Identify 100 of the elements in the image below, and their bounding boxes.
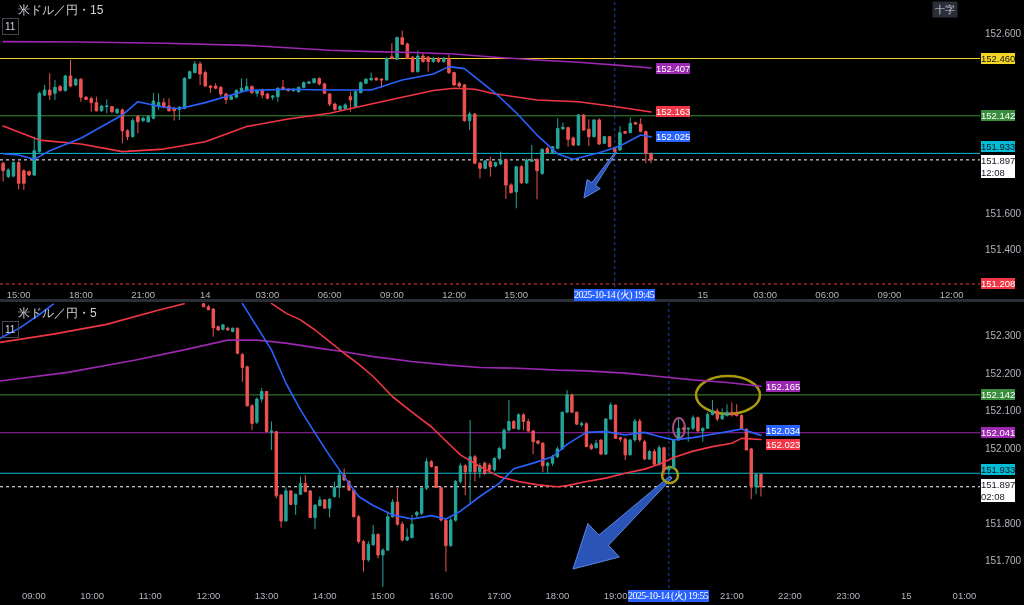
candlestick <box>269 421 274 451</box>
x-tick-label: 14:00 <box>312 589 337 601</box>
candlestick <box>390 42 394 60</box>
candlestick <box>579 421 584 428</box>
candlestick <box>1 161 5 183</box>
candlestick <box>255 88 259 98</box>
ref-line-label: 152.460 <box>981 53 1016 64</box>
candlestick <box>431 56 436 64</box>
candlestick <box>458 462 463 484</box>
candlestick <box>136 114 140 134</box>
candlestick <box>696 416 700 433</box>
candlestick <box>226 326 230 332</box>
candlestick <box>6 167 11 179</box>
x-tick-label: 09:00 <box>379 288 404 300</box>
candlestick <box>759 472 763 497</box>
x-tick-label: 23:00 <box>836 589 861 601</box>
x-tick-label: 01:00 <box>952 589 977 601</box>
ref-line-label: 2025-10-14 (火) 19:55 <box>628 590 709 602</box>
candlestick <box>281 79 285 91</box>
candlestick <box>230 327 235 333</box>
y-tick-label: 151.600 <box>985 207 1022 219</box>
x-tick-label: 21:00 <box>719 589 744 601</box>
candlestick <box>348 91 353 113</box>
ref-line-label: 152.142 <box>981 110 1016 121</box>
x-tick-label: 09:00 <box>877 288 902 300</box>
candlestick <box>327 497 332 518</box>
ref-line-label: 2025-10-14 (火) 19:45 <box>574 289 655 301</box>
candlestick <box>754 472 758 495</box>
candlestick <box>317 76 322 86</box>
candlestick <box>284 486 288 523</box>
candlestick <box>594 439 598 449</box>
data-label: 152.034 <box>766 425 801 436</box>
x-tick-label: 03:00 <box>255 288 280 300</box>
candlestick <box>540 147 544 176</box>
x-tick-label: 15:00 <box>371 589 395 601</box>
candlestick <box>638 418 642 443</box>
candlestick <box>488 156 493 178</box>
candlestick <box>599 439 603 455</box>
candlestick <box>642 439 647 461</box>
x-tick-label: 10:00 <box>80 589 104 601</box>
x-tick-label: 03:00 <box>753 288 777 300</box>
candlestick <box>239 77 244 94</box>
candlestick <box>125 128 130 141</box>
annotation: 十字 <box>935 4 955 15</box>
candlestick <box>298 476 303 496</box>
data-label: 152.025 <box>656 131 691 142</box>
x-tick-label: 17:00 <box>487 589 512 601</box>
data-label: 152.407 <box>656 63 691 74</box>
candlestick <box>482 461 487 476</box>
x-tick-label: 12:00 <box>196 589 221 601</box>
candlestick <box>53 79 57 101</box>
candlestick <box>416 50 420 74</box>
candlestick <box>395 36 399 61</box>
candlestick <box>602 135 607 145</box>
y-tick-label: 151.400 <box>985 243 1022 255</box>
y-tick-label: 152.600 <box>985 27 1022 39</box>
data-label: 152.165 <box>766 381 801 392</box>
candlestick <box>652 448 656 467</box>
candlestick <box>384 56 389 82</box>
chart-title: 米ドル／円・5 <box>18 306 97 320</box>
candlestick <box>597 117 601 146</box>
candlestick <box>628 116 633 134</box>
candlestick <box>516 412 521 431</box>
candlestick <box>376 532 380 559</box>
data-label: 152.023 <box>766 439 801 450</box>
ref-line-label: 151.933 <box>981 464 1016 475</box>
candlestick <box>441 56 446 64</box>
candlestick <box>463 463 467 496</box>
ref-line-label: 151.208 <box>981 278 1016 289</box>
x-tick-label: 11:00 <box>138 589 162 601</box>
candlestick <box>63 74 68 93</box>
candlestick <box>662 446 666 476</box>
annotation: 11 <box>5 21 16 32</box>
candlestick <box>289 489 293 506</box>
x-tick-label: 22:00 <box>778 589 802 601</box>
candlestick <box>323 498 327 510</box>
candlestick <box>208 84 213 94</box>
candlestick <box>618 125 622 152</box>
candlestick <box>633 121 638 126</box>
chart-title: 米ドル／円・15 <box>18 3 104 17</box>
y-tick-label: 151.700 <box>985 555 1022 567</box>
x-tick-label: 15 <box>901 589 912 601</box>
x-tick-label: 09:00 <box>22 589 46 601</box>
candlestick <box>473 454 477 482</box>
candlestick <box>647 449 652 461</box>
ref-line-label: 151.897 02:08 <box>981 479 1016 503</box>
candlestick <box>592 118 596 138</box>
candlestick <box>73 77 78 87</box>
candlestick <box>42 84 47 97</box>
data-label: 152.163 <box>656 106 691 117</box>
x-tick-label: 15:00 <box>504 288 529 300</box>
x-tick-label: 18:00 <box>68 288 93 300</box>
candlestick <box>58 84 62 93</box>
y-tick-label: 152.000 <box>985 442 1022 454</box>
ref-line-label: 152.142 <box>981 389 1016 400</box>
x-tick-label: 18:00 <box>545 589 570 601</box>
candlestick <box>483 159 487 170</box>
candlestick <box>379 77 384 89</box>
line-series <box>2 87 652 153</box>
y-tick-label: 151.800 <box>985 517 1022 529</box>
